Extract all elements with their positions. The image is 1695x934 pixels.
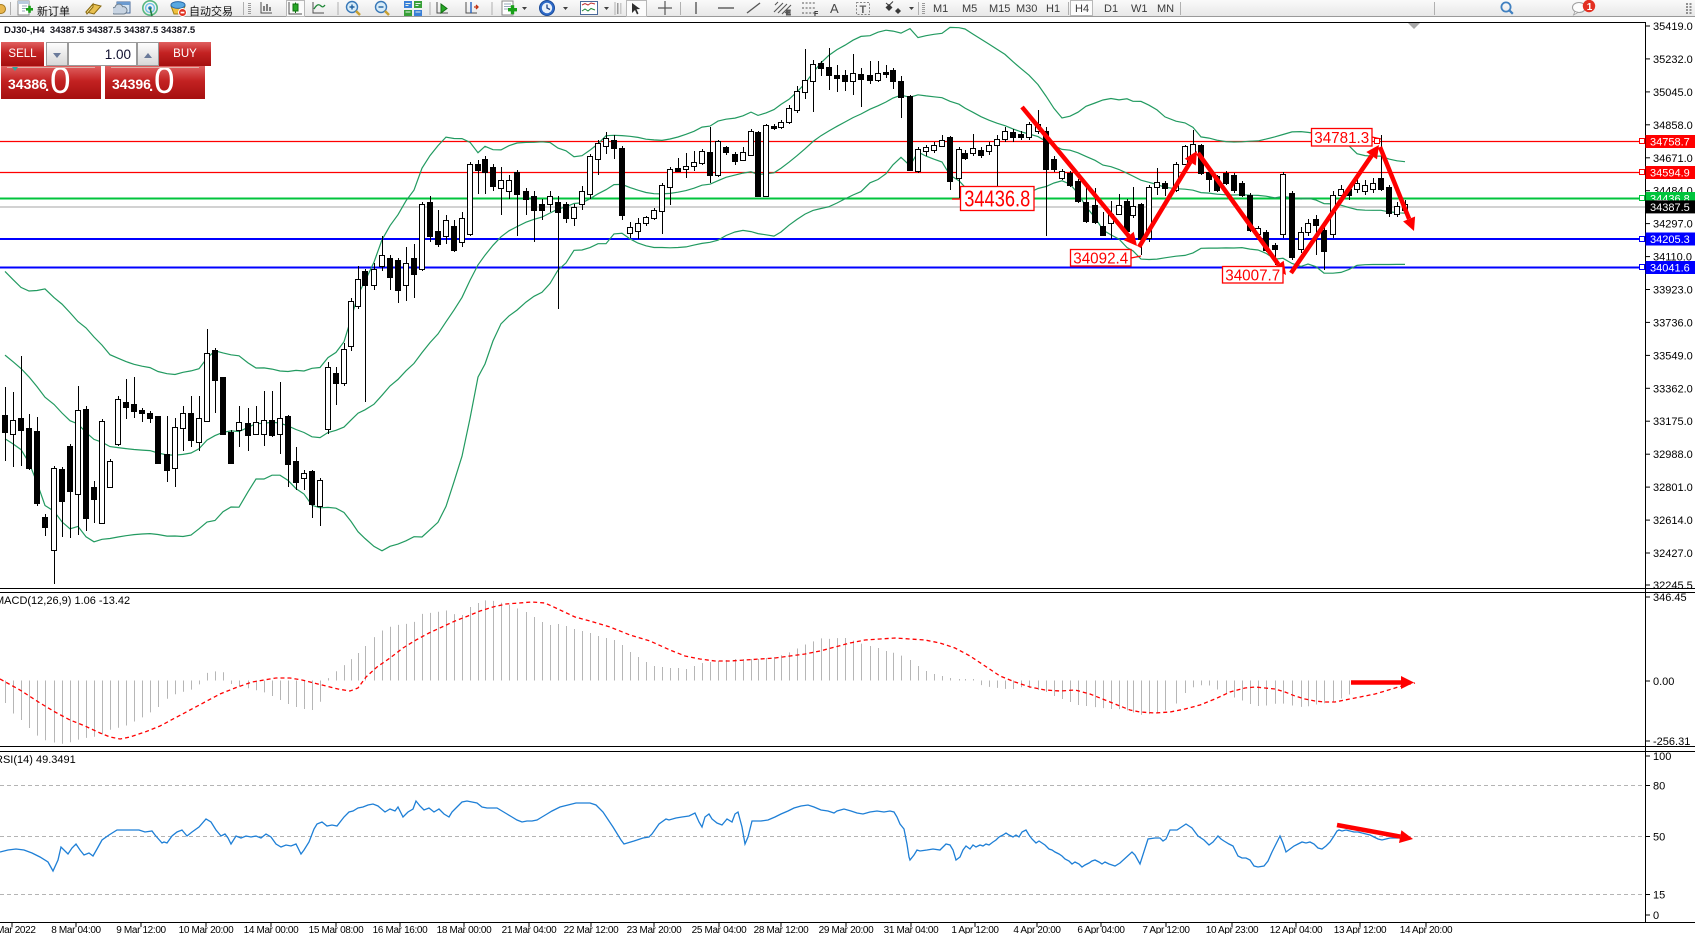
svg-text:4 Apr 20:00: 4 Apr 20:00	[1013, 925, 1061, 934]
svg-text:14 Apr 20:00: 14 Apr 20:00	[1400, 925, 1453, 934]
svg-text:0: 0	[1653, 910, 1659, 922]
svg-text:34781.3: 34781.3	[1314, 130, 1369, 147]
svg-text:14 Mar 00:00: 14 Mar 00:00	[244, 925, 300, 934]
svg-text:10 Apr 23:00: 10 Apr 23:00	[1206, 925, 1259, 934]
svg-text:6 Apr 04:00: 6 Apr 04:00	[1077, 925, 1125, 934]
svg-text:32245.5: 32245.5	[1653, 580, 1693, 592]
svg-text:35045.0: 35045.0	[1653, 87, 1693, 99]
svg-text:34671.0: 34671.0	[1653, 153, 1693, 165]
svg-text:15 Mar 08:00: 15 Mar 08:00	[309, 925, 365, 934]
svg-text:16 Mar 16:00: 16 Mar 16:00	[373, 925, 429, 934]
svg-text:34041.6: 34041.6	[1650, 263, 1690, 275]
svg-text:346.45: 346.45	[1653, 592, 1687, 604]
svg-text:35232.0: 35232.0	[1653, 54, 1693, 66]
svg-text:34110.0: 34110.0	[1653, 252, 1692, 264]
svg-text:33923.0: 33923.0	[1653, 285, 1693, 297]
svg-text:T: T	[860, 4, 867, 16]
svg-text:33175.0: 33175.0	[1653, 416, 1693, 428]
svg-text:34436.8: 34436.8	[964, 186, 1030, 212]
svg-text:1: 1	[1587, 2, 1593, 13]
svg-text:MACD(12,26,9) 1.06 -13.42: MACD(12,26,9) 1.06 -13.42	[0, 595, 130, 607]
svg-text:F: F	[814, 11, 819, 17]
svg-text:34092.4: 34092.4	[1073, 250, 1128, 267]
svg-text:E: E	[786, 10, 791, 17]
svg-text:33736.0: 33736.0	[1653, 317, 1693, 329]
svg-text:8 Mar 04:00: 8 Mar 04:00	[51, 925, 101, 934]
svg-text:33549.0: 33549.0	[1653, 350, 1693, 362]
svg-text:9 Mar 12:00: 9 Mar 12:00	[116, 925, 166, 934]
svg-text:34594.9: 34594.9	[1650, 168, 1690, 180]
svg-text:35419.0: 35419.0	[1653, 21, 1693, 33]
svg-text:13 Apr 12:00: 13 Apr 12:00	[1334, 925, 1387, 934]
svg-text:34758.7: 34758.7	[1650, 137, 1690, 149]
svg-text:-256.31: -256.31	[1653, 736, 1690, 748]
svg-text:0.00: 0.00	[1653, 676, 1674, 688]
svg-text:100: 100	[1653, 751, 1671, 763]
svg-text:1 Apr 12:00: 1 Apr 12:00	[951, 925, 999, 934]
svg-text:29 Mar 20:00: 29 Mar 20:00	[819, 925, 875, 934]
svg-text:50: 50	[1653, 832, 1665, 844]
svg-text:34297.0: 34297.0	[1653, 219, 1693, 231]
svg-text:18 Mar 00:00: 18 Mar 00:00	[437, 925, 493, 934]
svg-text:34858.0: 34858.0	[1653, 120, 1693, 132]
svg-text:34205.3: 34205.3	[1650, 234, 1690, 246]
svg-text:34007.7: 34007.7	[1225, 267, 1280, 284]
svg-text:23 Mar 20:00: 23 Mar 20:00	[627, 925, 683, 934]
svg-text:31 Mar 04:00: 31 Mar 04:00	[884, 925, 940, 934]
svg-text:32614.0: 32614.0	[1653, 515, 1693, 527]
svg-text:32427.0: 32427.0	[1653, 548, 1693, 560]
svg-text:22 Mar 12:00: 22 Mar 12:00	[564, 925, 620, 934]
svg-text:33362.0: 33362.0	[1653, 383, 1693, 395]
svg-text:21 Mar 04:00: 21 Mar 04:00	[502, 925, 558, 934]
svg-text:12 Apr 04:00: 12 Apr 04:00	[1270, 925, 1323, 934]
svg-text:28 Mar 12:00: 28 Mar 12:00	[754, 925, 810, 934]
svg-text:7 Apr 12:00: 7 Apr 12:00	[1142, 925, 1190, 934]
svg-text:RSI(14) 49.3491: RSI(14) 49.3491	[0, 754, 76, 766]
svg-text:32801.0: 32801.0	[1653, 482, 1693, 494]
svg-text:10 Mar 20:00: 10 Mar 20:00	[179, 925, 235, 934]
svg-text:32988.0: 32988.0	[1653, 449, 1693, 461]
svg-text:A: A	[830, 1, 839, 16]
svg-text:15: 15	[1653, 890, 1665, 902]
svg-text:34387.5: 34387.5	[1650, 202, 1690, 214]
svg-text:7 Mar 2022: 7 Mar 2022	[0, 925, 36, 934]
svg-text:80: 80	[1653, 781, 1665, 793]
svg-text:25 Mar 04:00: 25 Mar 04:00	[692, 925, 748, 934]
